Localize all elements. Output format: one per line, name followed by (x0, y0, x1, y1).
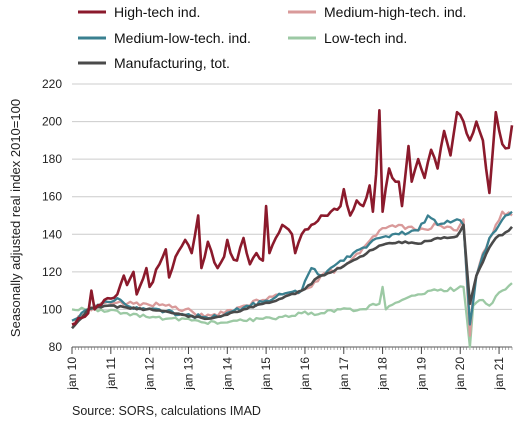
series-lines (71, 109, 514, 349)
legend-label-medium-high-tech: Medium-high-tech. ind. (324, 4, 466, 20)
x-tick-label: jan 20 (453, 357, 467, 391)
x-axis: jan 10 jan 11 jan 12 jan 13 jan 14 jan 15 jan … (65, 346, 513, 391)
legend-label-manufacturing: Manufacturing, tot. (114, 55, 230, 71)
legend-label-high-tech: High-tech ind. (114, 4, 200, 20)
y-tick-label: 200 (42, 115, 62, 129)
x-tick-label: jan 15 (259, 357, 273, 391)
x-tick-label: jan 11 (104, 357, 118, 390)
y-tick-labels: 80 100 120 140 160 180 200 220 (42, 77, 62, 354)
x-tick-label: jan 14 (220, 357, 234, 391)
legend: High-tech ind. Medium-high-tech. ind. Me… (78, 4, 466, 71)
x-tick-label: jan 18 (376, 357, 390, 391)
y-tick-label: 180 (42, 152, 62, 166)
x-tick-label: jan 21 (492, 357, 506, 391)
x-tick-label: jan 16 (298, 357, 312, 391)
y-tick-label: 120 (42, 265, 62, 279)
y-tick-label: 220 (42, 77, 62, 91)
x-tick-label: jan 13 (181, 357, 195, 391)
x-tick-label: jan 19 (414, 357, 428, 391)
y-tick-label: 160 (42, 190, 62, 204)
y-axis-title: Seasonally adjusted real index 2010=100 (8, 99, 23, 337)
series-line-manufacturing-tot (71, 223, 513, 330)
y-tick-label: 80 (49, 340, 63, 354)
source-note: Source: SORS, calculations IMAD (72, 404, 261, 418)
legend-label-low-tech: Low-tech ind. (324, 30, 407, 46)
y-tick-label: 100 (42, 302, 62, 316)
x-tick-label: jan 12 (143, 357, 157, 391)
x-tick-label: jan 10 (65, 357, 79, 391)
series-line-high-tech-ind (71, 109, 514, 326)
series-line-low-tech-ind (71, 282, 513, 349)
y-tick-label: 140 (42, 227, 62, 241)
x-tick-label: jan 17 (337, 357, 351, 391)
legend-label-medium-low-tech: Medium-low-tech. ind. (114, 30, 251, 46)
